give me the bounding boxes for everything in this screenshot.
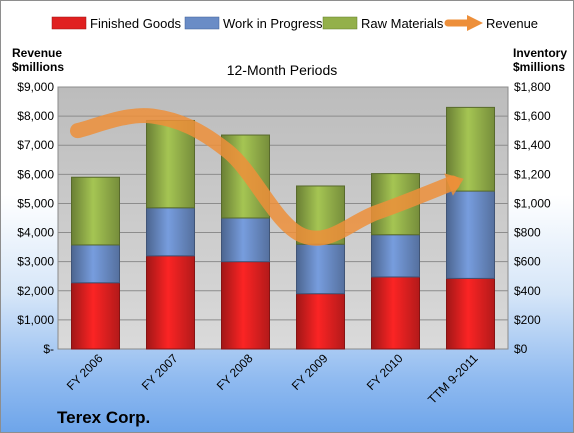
category-label: FY 2009 (289, 351, 331, 393)
left-axis-title-line2: $millions (12, 60, 64, 74)
chart-subtitle: 12-Month Periods (227, 62, 338, 78)
legend-label-finished-goods: Finished Goods (90, 16, 182, 31)
left-tick-label: $3,000 (17, 255, 54, 269)
right-tick-label: $800 (514, 226, 541, 240)
bar-work-in-progress (146, 207, 195, 257)
bar-finished-goods (296, 293, 345, 350)
left-axis-title-line1: Revenue (12, 46, 62, 60)
left-tick-label: $4,000 (17, 226, 54, 240)
right-tick-label: $1,200 (514, 167, 551, 181)
legend-swatch-raw-materials (322, 16, 358, 30)
right-tick-label: $1,400 (514, 138, 551, 152)
bar-finished-goods (221, 261, 270, 350)
legend-swatch-finished-goods (51, 16, 87, 30)
legend-label-raw-materials: Raw Materials (361, 16, 444, 31)
left-axis-ticks: $- $1,000 $2,000 $3,000 $4,000 $5,000 $6,000 $7… (17, 80, 54, 356)
right-tick-label: $200 (514, 313, 541, 327)
legend-swatch-work-in-progress (184, 16, 220, 30)
legend-label-revenue: Revenue (486, 16, 538, 31)
bar-finished-goods (146, 255, 195, 350)
category-label: FY 2007 (139, 351, 181, 393)
legend-item-revenue: Revenue (444, 15, 538, 31)
left-tick-label: $2,000 (17, 284, 54, 298)
category-label: FY 2006 (64, 351, 106, 393)
bar-raw-materials (146, 119, 195, 209)
left-tick-label: $- (43, 342, 54, 356)
right-tick-label: $0 (514, 342, 528, 356)
right-axis-title-line1: Inventory (513, 46, 567, 60)
left-tick-label: $8,000 (17, 109, 54, 123)
left-tick-label: $7,000 (17, 138, 54, 152)
right-tick-label: $600 (514, 255, 541, 269)
right-axis-ticks: $0 $200 $400 $600 $800 $1,000 $1,200 $1,400 $1,6… (514, 80, 551, 356)
right-tick-label: $1,800 (514, 80, 551, 94)
bar-finished-goods (71, 282, 120, 350)
legend-item-finished-goods: Finished Goods (51, 16, 182, 31)
company-name: Terex Corp. (57, 408, 150, 427)
category-labels: FY 2006 FY 2007 FY 2008 FY 2009 FY 2010 TTM 9… (64, 351, 481, 407)
bar-work-in-progress (221, 217, 270, 263)
bar-work-in-progress (296, 243, 345, 295)
right-tick-label: $400 (514, 284, 541, 298)
category-label: TTM 9-2011 (425, 351, 481, 407)
right-axis-title-line2: $millions (513, 60, 565, 74)
revenue-line (70, 108, 460, 246)
bar-work-in-progress (446, 190, 495, 279)
legend-label-work-in-progress: Work in Progress (223, 16, 323, 31)
legend-arrow-revenue (467, 15, 483, 31)
left-tick-label: $6,000 (17, 167, 54, 181)
category-label: FY 2010 (364, 351, 406, 393)
left-tick-label: $1,000 (17, 313, 54, 327)
revenue-arrowhead (444, 173, 464, 196)
left-tick-label: $5,000 (17, 196, 54, 210)
right-tick-label: $1,000 (514, 196, 551, 210)
legend-item-work-in-progress: Work in Progress (184, 16, 323, 31)
bar-work-in-progress (371, 234, 420, 278)
legend: Finished Goods Work in Progress Raw Mate… (51, 15, 538, 31)
bar-finished-goods (371, 276, 420, 350)
legend-item-raw-materials: Raw Materials (322, 16, 444, 31)
bar-finished-goods (446, 277, 495, 350)
category-label: FY 2008 (214, 351, 256, 393)
bar-raw-materials (71, 176, 120, 246)
bar-work-in-progress (71, 244, 120, 284)
right-tick-label: $1,600 (514, 109, 551, 123)
left-tick-label: $9,000 (17, 80, 54, 94)
